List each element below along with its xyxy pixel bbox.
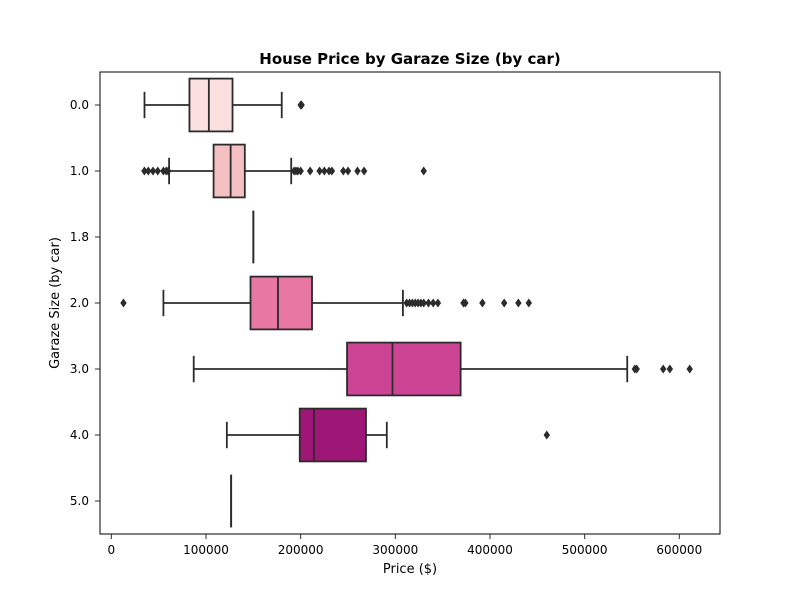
outlier-point: [660, 364, 667, 374]
outlier-point: [515, 298, 522, 308]
outlier-point: [525, 298, 532, 308]
x-tick-label: 500000: [562, 543, 608, 557]
y-tick-label: 0.0: [70, 98, 89, 112]
outlier-point: [316, 166, 323, 176]
outlier-point: [666, 364, 674, 374]
outlier-point: [154, 166, 161, 176]
outlier-point: [354, 166, 361, 176]
outlier-point: [543, 430, 550, 440]
box-group: [225, 407, 550, 463]
y-tick-label: 1.8: [70, 230, 89, 244]
outlier-point: [479, 298, 486, 308]
y-axis: 0.0 1.0 1.8 2.0 3.0 4.0 5.0: [70, 98, 100, 508]
x-axis-label: Price ($): [383, 562, 437, 577]
x-tick-label: 200000: [278, 543, 324, 557]
outlier-point: [145, 166, 152, 176]
x-tick-label: 600000: [656, 543, 702, 557]
outlier-point: [328, 166, 336, 176]
outlier-point: [360, 166, 368, 176]
plot-area: [120, 77, 693, 528]
x-tick-label: 400000: [467, 543, 513, 557]
outlier-point: [462, 298, 469, 308]
outlier-point: [425, 298, 432, 308]
outlier-point: [297, 166, 304, 176]
x-tick-label: 0: [108, 543, 116, 557]
y-axis-label: Garaze Size (by car): [48, 237, 63, 369]
box-group: [120, 275, 532, 331]
outlier-point: [321, 166, 328, 176]
outlier-point: [149, 166, 157, 176]
outlier-point: [420, 298, 427, 308]
outlier-point: [686, 364, 693, 374]
y-tick-label: 4.0: [70, 428, 89, 442]
outlier-point: [344, 166, 352, 176]
outlier-point: [500, 298, 508, 308]
outlier-point: [164, 166, 172, 176]
outlier-point: [420, 166, 427, 176]
y-tick-label: 1.0: [70, 164, 89, 178]
box-group: [141, 143, 427, 199]
box-group: [192, 341, 693, 397]
outlier-point: [120, 298, 127, 308]
y-tick-label: 5.0: [70, 494, 89, 508]
outlier-point: [633, 364, 640, 374]
outlier-point: [298, 100, 305, 110]
y-tick-label: 3.0: [70, 362, 89, 376]
outlier-point: [434, 298, 442, 308]
box-iqr: [249, 275, 313, 331]
y-tick-label: 2.0: [70, 296, 89, 310]
box-group: [143, 77, 305, 133]
outlier-point: [141, 166, 148, 176]
outlier-point: [306, 166, 314, 176]
box-iqr: [212, 143, 246, 199]
x-tick-label: 100000: [183, 543, 229, 557]
box-iqr: [188, 77, 234, 133]
outlier-point: [429, 298, 437, 308]
x-tick-label: 300000: [372, 543, 418, 557]
chart-title: House Price by Garaze Size (by car): [259, 50, 560, 68]
box-iqr: [298, 407, 367, 463]
outlier-point: [340, 166, 347, 176]
box-iqr: [346, 341, 462, 397]
x-axis: 0 100000 200000 300000 400000 500000 600000: [108, 534, 702, 557]
